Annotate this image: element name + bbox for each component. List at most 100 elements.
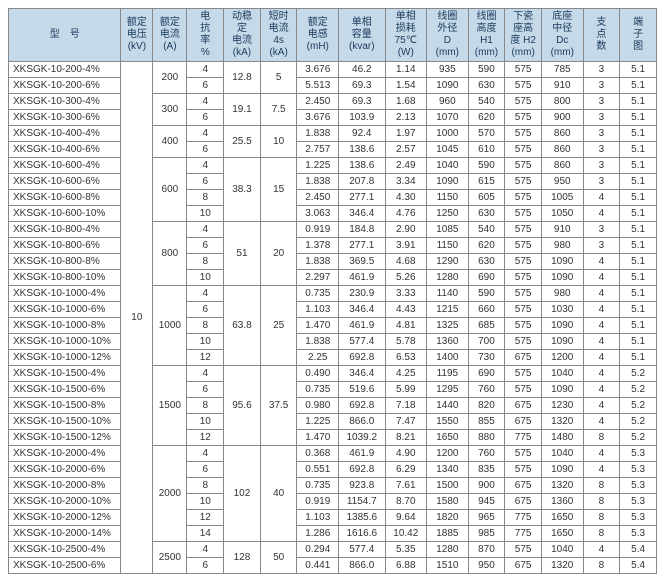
d-cell: 1085 (427, 222, 469, 238)
short-cell: 25 (260, 286, 297, 366)
rate-cell: 6 (187, 302, 224, 318)
short-cell: 37.5 (260, 366, 297, 446)
ind-cell: 2.297 (297, 270, 339, 286)
sup-cell: 3 (583, 126, 620, 142)
dc-cell: 1650 (541, 510, 583, 526)
h2-cell: 775 (505, 526, 542, 542)
d-cell: 1200 (427, 446, 469, 462)
model-cell: XKSGK-10-1000-12% (9, 350, 121, 366)
cap-cell: 577.4 (339, 334, 385, 350)
cap-cell: 866.0 (339, 558, 385, 574)
sup-cell: 3 (583, 222, 620, 238)
table-row: XKSGK-10-1000-6%61.103346.44.43121566057… (9, 302, 657, 318)
rate-cell: 10 (187, 206, 224, 222)
cap-cell: 46.2 (339, 62, 385, 78)
col-header: 线圈高度H1(mm) (468, 9, 505, 62)
t-cell: 5.1 (620, 222, 657, 238)
d-cell: 1150 (427, 190, 469, 206)
rate-cell: 4 (187, 222, 224, 238)
dc-cell: 1090 (541, 270, 583, 286)
d-cell: 1510 (427, 558, 469, 574)
h2-cell: 575 (505, 126, 542, 142)
h2-cell: 575 (505, 110, 542, 126)
model-cell: XKSGK-10-2500-4% (9, 542, 121, 558)
loss-cell: 6.53 (385, 350, 427, 366)
t-cell: 5.1 (620, 318, 657, 334)
table-row: XKSGK-10-200-6%65.51369.31.5410906305759… (9, 78, 657, 94)
rate-cell: 8 (187, 190, 224, 206)
ind-cell: 0.980 (297, 398, 339, 414)
rate-cell: 10 (187, 494, 224, 510)
col-header: 电抗率% (187, 9, 224, 62)
current-cell: 300 (153, 94, 187, 126)
sup-cell: 3 (583, 238, 620, 254)
dyn-cell: 51 (224, 222, 261, 286)
current-cell: 600 (153, 158, 187, 222)
model-cell: XKSGK-10-2000-12% (9, 510, 121, 526)
ind-cell: 2.450 (297, 94, 339, 110)
model-cell: XKSGK-10-300-6% (9, 110, 121, 126)
short-cell: 5 (260, 62, 297, 94)
cap-cell: 184.8 (339, 222, 385, 238)
h2-cell: 575 (505, 446, 542, 462)
ind-cell: 1.103 (297, 510, 339, 526)
ind-cell: 1.103 (297, 302, 339, 318)
h2-cell: 575 (505, 62, 542, 78)
ind-cell: 2.25 (297, 350, 339, 366)
short-cell: 15 (260, 158, 297, 222)
d-cell: 1650 (427, 430, 469, 446)
dc-cell: 980 (541, 238, 583, 254)
table-row: XKSGK-10-400-6%62.757138.62.571045610575… (9, 142, 657, 158)
rate-cell: 4 (187, 94, 224, 110)
cap-cell: 692.8 (339, 462, 385, 478)
h2-cell: 575 (505, 462, 542, 478)
t-cell: 5.1 (620, 174, 657, 190)
h2-cell: 575 (505, 206, 542, 222)
loss-cell: 5.99 (385, 382, 427, 398)
cap-cell: 519.6 (339, 382, 385, 398)
d-cell: 1580 (427, 494, 469, 510)
h1-cell: 950 (468, 558, 505, 574)
dc-cell: 1090 (541, 334, 583, 350)
col-header: 底座中径Dc(mm) (541, 9, 583, 62)
model-cell: XKSGK-10-2000-14% (9, 526, 121, 542)
d-cell: 1820 (427, 510, 469, 526)
sup-cell: 8 (583, 478, 620, 494)
model-cell: XKSGK-10-1000-6% (9, 302, 121, 318)
h1-cell: 630 (468, 206, 505, 222)
loss-cell: 1.14 (385, 62, 427, 78)
current-cell: 400 (153, 126, 187, 158)
loss-cell: 6.29 (385, 462, 427, 478)
dc-cell: 1320 (541, 558, 583, 574)
dyn-cell: 25.5 (224, 126, 261, 158)
t-cell: 5.3 (620, 462, 657, 478)
rate-cell: 8 (187, 318, 224, 334)
rate-cell: 4 (187, 126, 224, 142)
dc-cell: 980 (541, 286, 583, 302)
rate-cell: 10 (187, 334, 224, 350)
col-header: 单相容量(kvar) (339, 9, 385, 62)
h2-cell: 675 (505, 350, 542, 366)
cap-cell: 1616.6 (339, 526, 385, 542)
sup-cell: 4 (583, 462, 620, 478)
h2-cell: 775 (505, 430, 542, 446)
spec-table: 型 号额定电压(kV)额定电流(A)电抗率%动稳定电流(kA)短时电流4s(kA… (8, 8, 657, 574)
table-row: XKSGK-10-2000-10%100.9191154.78.70158094… (9, 494, 657, 510)
h1-cell: 690 (468, 270, 505, 286)
dc-cell: 1040 (541, 542, 583, 558)
sup-cell: 3 (583, 174, 620, 190)
d-cell: 1295 (427, 382, 469, 398)
sup-cell: 4 (583, 382, 620, 398)
model-cell: XKSGK-10-1500-6% (9, 382, 121, 398)
cap-cell: 866.0 (339, 414, 385, 430)
ind-cell: 3.063 (297, 206, 339, 222)
dc-cell: 910 (541, 78, 583, 94)
h2-cell: 675 (505, 478, 542, 494)
h2-cell: 575 (505, 542, 542, 558)
cap-cell: 692.8 (339, 398, 385, 414)
model-cell: XKSGK-10-600-10% (9, 206, 121, 222)
d-cell: 1400 (427, 350, 469, 366)
t-cell: 5.3 (620, 526, 657, 542)
d-cell: 1325 (427, 318, 469, 334)
rate-cell: 6 (187, 462, 224, 478)
